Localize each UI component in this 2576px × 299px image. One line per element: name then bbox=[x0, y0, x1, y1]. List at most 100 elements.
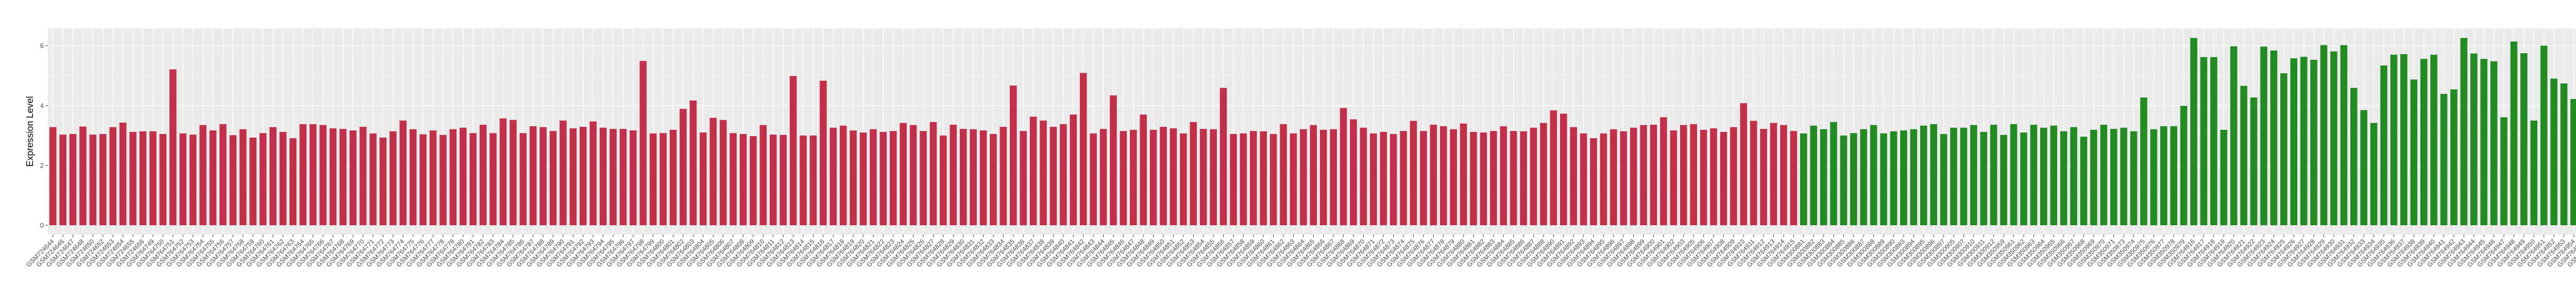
bar-GSM764786[interactable] bbox=[519, 133, 527, 226]
bar-GSM764844[interactable] bbox=[1099, 129, 1107, 226]
bar-GSM724656[interactable] bbox=[139, 131, 147, 226]
bar-GSM764775[interactable] bbox=[409, 129, 417, 226]
bar-GSM764846[interactable] bbox=[1120, 131, 1127, 226]
bar-GSM764825[interactable] bbox=[909, 125, 917, 226]
bar-GSM764910[interactable] bbox=[1740, 103, 1748, 226]
bar-GSM350973[interactable] bbox=[2120, 127, 2127, 226]
bar-GSM764811[interactable] bbox=[769, 135, 777, 226]
bar-GSM350968[interactable] bbox=[2080, 137, 2088, 226]
bar-GSM764884[interactable] bbox=[1500, 126, 1507, 226]
bar-GSM764834[interactable] bbox=[999, 127, 1007, 226]
bar-GSM764937[interactable] bbox=[2400, 54, 2408, 226]
bar-GSM724644[interactable] bbox=[49, 127, 57, 226]
bar-GSM764842[interactable] bbox=[1079, 73, 1087, 226]
bar-GSM764757[interactable] bbox=[229, 135, 237, 226]
bar-GSM764818[interactable] bbox=[839, 125, 847, 226]
bar-GSM764897[interactable] bbox=[1620, 131, 1628, 226]
bar-GSM764831[interactable] bbox=[970, 129, 977, 226]
bar-GSM764893[interactable] bbox=[1580, 133, 1587, 226]
bar-GSM764919[interactable] bbox=[2220, 129, 2228, 226]
bar-GSM764822[interactable] bbox=[879, 131, 887, 226]
bar-GSM300893[interactable] bbox=[1900, 130, 1907, 226]
bar-GSM764815[interactable] bbox=[809, 135, 817, 226]
bar-GSM300895[interactable] bbox=[1920, 125, 1927, 226]
bar-GSM764763[interactable] bbox=[289, 138, 297, 226]
bar-GSM300888[interactable] bbox=[1870, 125, 1877, 226]
bar-GSM764774[interactable] bbox=[399, 120, 407, 226]
bar-GSM764890[interactable] bbox=[1550, 110, 1557, 226]
bar-GSM764909[interactable] bbox=[1730, 127, 1737, 226]
bar-GSM764914[interactable] bbox=[1780, 125, 1787, 226]
bar-GSM764787[interactable] bbox=[529, 126, 537, 226]
bar-GSM300890[interactable] bbox=[1890, 131, 1897, 226]
bar-GSM764895[interactable] bbox=[1600, 133, 1607, 226]
bar-GSM764793[interactable] bbox=[589, 121, 597, 226]
bar-GSM764800[interactable] bbox=[659, 133, 667, 226]
bar-GSM764860[interactable] bbox=[1260, 131, 1267, 226]
bar-GSM764868[interactable] bbox=[1340, 108, 1347, 226]
bar-GSM764952[interactable] bbox=[2550, 78, 2557, 226]
bar-GSM724654[interactable] bbox=[119, 122, 127, 226]
bar-GSM724652[interactable] bbox=[99, 134, 107, 226]
bar-GSM764761[interactable] bbox=[269, 127, 277, 226]
bar-GSM350975[interactable] bbox=[2140, 97, 2147, 226]
bar-GSM764865[interactable] bbox=[1310, 125, 1317, 226]
bar-GSM764885[interactable] bbox=[1510, 131, 1517, 226]
bar-GSM300912[interactable] bbox=[1990, 124, 1997, 226]
bar-GSM764856[interactable] bbox=[1219, 88, 1227, 226]
bar-GSM764840[interactable] bbox=[1060, 124, 1067, 226]
bar-GSM764854[interactable] bbox=[1199, 129, 1207, 226]
bar-GSM764936[interactable] bbox=[2390, 55, 2398, 226]
bar-GSM764809[interactable] bbox=[750, 136, 757, 226]
bar-GSM764758[interactable] bbox=[239, 129, 247, 226]
bar-GSM764767[interactable] bbox=[329, 128, 337, 226]
bar-GSM764879[interactable] bbox=[1450, 129, 1457, 226]
bar-GSM764950[interactable] bbox=[2530, 120, 2538, 226]
bar-GSM764912[interactable] bbox=[1760, 129, 1767, 226]
bar-GSM764848[interactable] bbox=[1140, 114, 1147, 226]
bar-GSM764816[interactable] bbox=[820, 80, 827, 226]
bar-GSM764803[interactable] bbox=[689, 100, 697, 226]
bar-GSM764845[interactable] bbox=[1110, 95, 1117, 226]
bar-GSM764823[interactable] bbox=[889, 131, 897, 226]
bar-GSM764760[interactable] bbox=[259, 133, 267, 226]
bar-GSM764806[interactable] bbox=[719, 120, 727, 226]
bar-GSM350974[interactable] bbox=[2130, 131, 2138, 226]
bar-GSM764901[interactable] bbox=[1660, 117, 1667, 226]
bar-GSM764922[interactable] bbox=[2250, 97, 2258, 226]
bar-GSM764755[interactable] bbox=[209, 130, 217, 226]
bar-GSM764878[interactable] bbox=[1439, 126, 1447, 226]
bar-GSM350965[interactable] bbox=[2050, 125, 2058, 226]
bar-GSM764819[interactable] bbox=[850, 130, 857, 226]
bar-GSM764924[interactable] bbox=[2270, 50, 2278, 226]
bar-GSM300896[interactable] bbox=[1930, 124, 1938, 226]
bar-GSM764839[interactable] bbox=[1049, 127, 1057, 226]
bar-GSM764773[interactable] bbox=[389, 131, 397, 226]
bar-GSM764849[interactable] bbox=[1149, 129, 1157, 226]
bar-GSM764797[interactable] bbox=[630, 130, 637, 226]
bar-GSM764795[interactable] bbox=[609, 129, 617, 226]
bar-GSM764779[interactable] bbox=[449, 129, 457, 226]
bar-GSM764871[interactable] bbox=[1370, 133, 1377, 226]
bar-GSM764902[interactable] bbox=[1670, 130, 1677, 226]
bar-GSM764949[interactable] bbox=[2520, 53, 2528, 226]
bar-GSM350978[interactable] bbox=[2170, 126, 2178, 226]
bar-GSM764782[interactable] bbox=[479, 124, 487, 226]
bar-GSM764784[interactable] bbox=[499, 118, 507, 226]
bar-GSM764938[interactable] bbox=[2410, 79, 2418, 226]
bar-GSM764791[interactable] bbox=[569, 128, 577, 226]
bar-GSM350959[interactable] bbox=[2000, 135, 2007, 226]
bar-GSM764881[interactable] bbox=[1470, 131, 1477, 226]
bar-GSM764867[interactable] bbox=[1330, 129, 1337, 226]
bar-GSM764814[interactable] bbox=[800, 135, 807, 226]
bar-GSM764866[interactable] bbox=[1319, 129, 1327, 226]
bar-GSM764894[interactable] bbox=[1590, 138, 1597, 226]
bar-GSM764876[interactable] bbox=[1420, 131, 1427, 226]
bar-GSM764762[interactable] bbox=[279, 131, 287, 226]
bar-GSM764931[interactable] bbox=[2340, 45, 2348, 226]
bar-GSM764864[interactable] bbox=[1300, 129, 1307, 226]
bar-GSM764847[interactable] bbox=[1130, 129, 1137, 226]
bar-GSM764930[interactable] bbox=[2330, 51, 2337, 226]
bar-GSM764872[interactable] bbox=[1380, 131, 1387, 226]
bar-GSM764772[interactable] bbox=[379, 137, 387, 226]
